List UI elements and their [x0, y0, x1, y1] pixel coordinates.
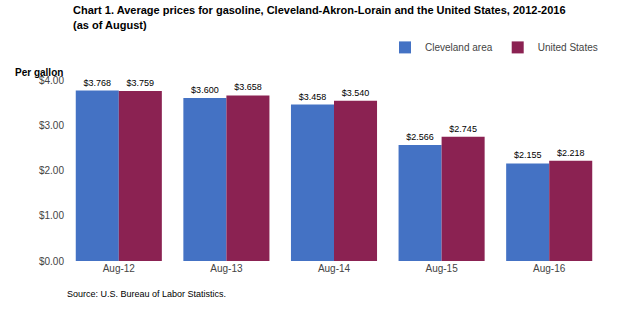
svg-text:United States: United States: [538, 42, 598, 53]
svg-text:$2.566: $2.566: [406, 132, 434, 142]
svg-text:$3.458: $3.458: [299, 92, 327, 102]
svg-text:$3.600: $3.600: [191, 85, 219, 95]
svg-text:$2.218: $2.218: [557, 148, 585, 158]
svg-text:$3.768: $3.768: [84, 78, 112, 88]
svg-text:Chart 1. Average prices for ga: Chart 1. Average prices for gasoline, Cl…: [73, 4, 566, 30]
svg-text:Aug-12: Aug-12: [103, 263, 136, 274]
svg-text:$3.00: $3.00: [39, 120, 64, 131]
svg-text:$3.759: $3.759: [127, 78, 155, 88]
svg-text:$1.00: $1.00: [39, 210, 64, 221]
svg-text:Aug-15: Aug-15: [425, 263, 458, 274]
svg-text:Cleveland area: Cleveland area: [425, 42, 493, 53]
svg-text:Per gallon: Per gallon: [15, 67, 63, 78]
svg-text:Aug-13: Aug-13: [210, 263, 243, 274]
svg-text:Aug-16: Aug-16: [533, 263, 566, 274]
svg-text:$2.00: $2.00: [39, 165, 64, 176]
svg-text:$0.00: $0.00: [39, 256, 64, 267]
svg-text:$2.155: $2.155: [514, 150, 542, 160]
svg-text:Source: U.S. Bureau of Labor S: Source: U.S. Bureau of Labor Statistics.: [67, 289, 226, 299]
svg-text:$2.745: $2.745: [449, 124, 477, 134]
svg-text:Aug-14: Aug-14: [318, 263, 351, 274]
svg-text:$3.540: $3.540: [342, 88, 370, 98]
svg-text:$4.00: $4.00: [39, 75, 64, 86]
svg-text:$3.658: $3.658: [234, 82, 262, 92]
